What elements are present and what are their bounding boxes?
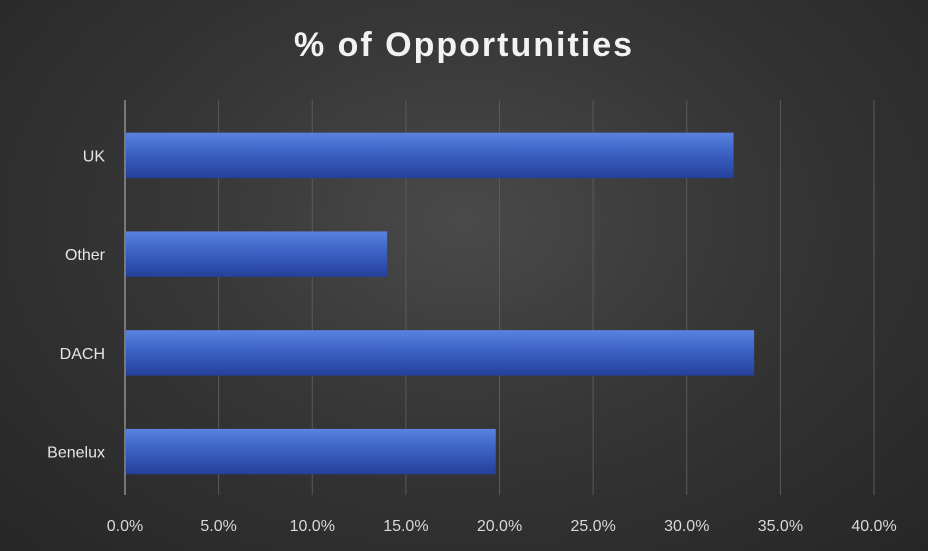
bar-benelux bbox=[126, 428, 496, 475]
category-label: Benelux bbox=[47, 445, 105, 462]
x-tick-label: 40.0% bbox=[851, 518, 896, 535]
x-tick-label: 20.0% bbox=[477, 518, 522, 535]
category-label: UK bbox=[83, 148, 106, 165]
x-tick-label: 0.0% bbox=[107, 518, 143, 535]
category-label: DACH bbox=[60, 346, 105, 363]
x-tick-label: 10.0% bbox=[290, 518, 335, 535]
x-tick-label: 25.0% bbox=[570, 518, 615, 535]
x-tick-label: 5.0% bbox=[200, 518, 236, 535]
x-tick-label: 15.0% bbox=[383, 518, 428, 535]
category-label: Other bbox=[65, 247, 106, 264]
x-tick-label: 30.0% bbox=[664, 518, 709, 535]
x-tick-label: 35.0% bbox=[758, 518, 803, 535]
bar-uk bbox=[126, 132, 734, 179]
chart-title: % of Opportunities bbox=[293, 26, 635, 64]
bar-other bbox=[126, 231, 388, 277]
bar-dach bbox=[126, 330, 755, 376]
